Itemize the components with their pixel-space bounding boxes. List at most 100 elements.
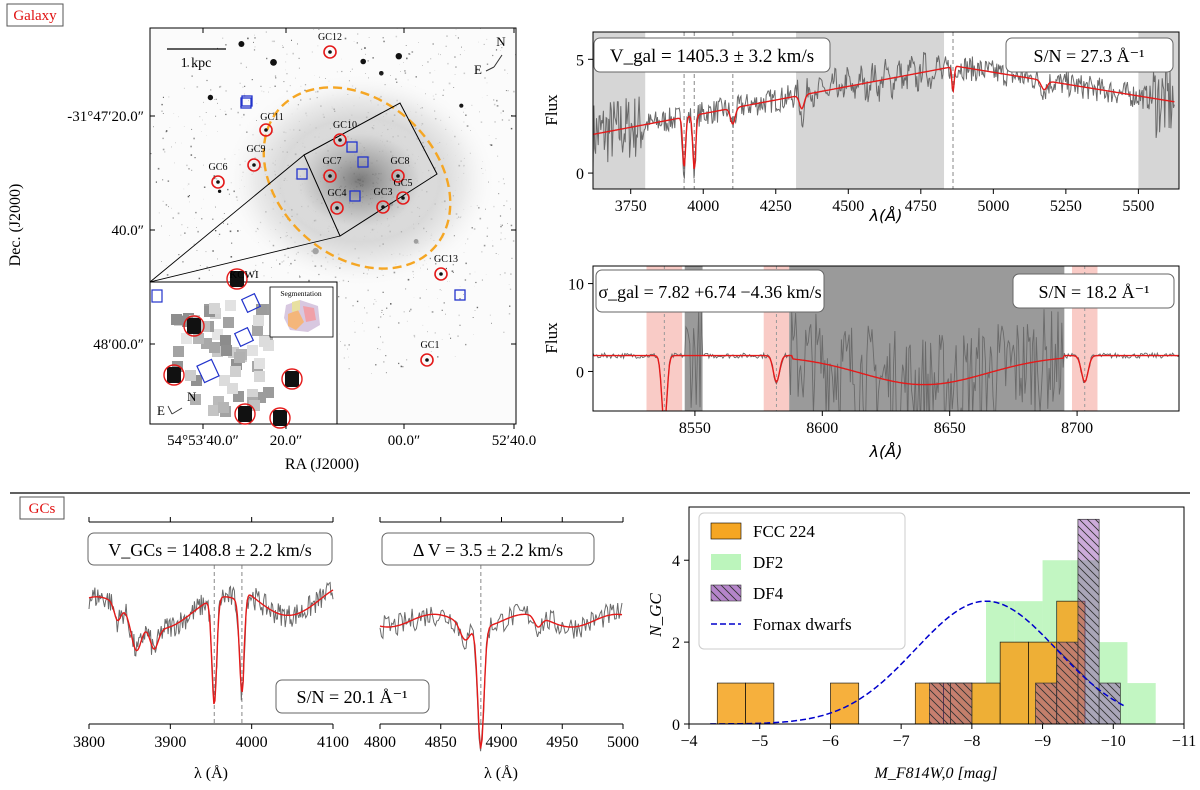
gc-marker [247, 158, 261, 172]
noise-speck [486, 235, 488, 237]
noise-speck [225, 44, 227, 46]
noise-speck [534, 229, 535, 230]
noise-speck [450, 337, 452, 339]
noise-speck [382, 341, 384, 344]
noise-speck [225, 113, 227, 116]
x-tick-label: 3750 [615, 198, 647, 215]
noise-speck [354, 321, 355, 322]
x-tick-label: 4250 [760, 198, 792, 215]
noise-speck [230, 108, 232, 110]
noise-speck [474, 285, 475, 287]
noise-speck [414, 22, 415, 23]
noise-speck [580, 154, 581, 155]
inset-gc-core [273, 410, 287, 426]
noise-speck [443, 302, 445, 304]
star [360, 58, 367, 65]
noise-speck [146, 166, 147, 167]
inset-blue-square [196, 358, 220, 384]
gc-core [264, 128, 268, 132]
noise-speck [206, 266, 208, 268]
gc-label: GC3 [374, 187, 393, 198]
noise-speck [318, 29, 320, 30]
noise-speck [307, 14, 308, 15]
sigma-annotation: σ_gal = 7.82 +6.74 −4.36 km/s [595, 269, 825, 313]
noise-speck [192, 66, 194, 68]
noise-speck [320, 26, 322, 28]
noise-speck [253, 41, 254, 43]
sigma-text: σ_gal = 7.82 +6.74 −4.36 km/s [598, 282, 821, 302]
noise-speck [261, 90, 263, 92]
noise-speck [432, 81, 434, 83]
gc-hbeta-model-line [379, 613, 623, 749]
noise-speck [364, 47, 366, 49]
x-tick-label: 5000 [977, 198, 1009, 215]
gc-core [425, 358, 429, 362]
noise-speck [189, 201, 190, 203]
df4-bar-hatch [1035, 682, 1058, 724]
x-tick-label: 4800 [364, 734, 396, 751]
noise-speck [344, 344, 346, 347]
x-tick-label: 4950 [546, 734, 578, 751]
noise-speck [229, 230, 232, 233]
noise-speck [196, 227, 197, 228]
image-y-tick-label: 48′00.0″ [93, 337, 144, 353]
noise-speck [486, 63, 489, 65]
noise-speck [445, 313, 446, 315]
noise-speck [313, 29, 315, 30]
noise-speck [486, 82, 488, 84]
noise-speck [219, 109, 221, 110]
noise-speck [345, 297, 347, 299]
noise-speck [210, 89, 212, 91]
noise-speck [194, 65, 196, 67]
gc-core [338, 138, 342, 142]
galaxy-tag-label: Galaxy [13, 8, 57, 24]
noise-speck [223, 222, 224, 224]
star [270, 59, 277, 66]
noise-speck [208, 269, 210, 271]
inset-pixel [254, 371, 265, 382]
noise-speck [434, 70, 436, 71]
noise-speck [219, 85, 222, 88]
noise-speck [375, 364, 377, 366]
noise-speck [213, 48, 215, 49]
noise-speck [506, 200, 508, 202]
noise-speck [430, 58, 432, 60]
noise-speck [193, 243, 195, 245]
inset-pixel [220, 335, 231, 346]
noise-speck [504, 238, 506, 240]
noise-speck [298, 67, 300, 69]
inset-gc-core [230, 271, 244, 287]
noise-speck [390, 303, 392, 305]
image-y-tick-label: 40.0″ [112, 223, 145, 239]
noise-speck [215, 115, 217, 117]
noise-speck [463, 72, 466, 75]
noise-speck [273, 40, 275, 43]
noise-speck [439, 289, 441, 291]
noise-speck [291, 9, 292, 10]
noise-speck [374, 299, 376, 300]
noise-speck [180, 234, 182, 236]
inset-pixel [247, 389, 258, 400]
inset-pixel [181, 333, 192, 344]
inset-pixel [191, 375, 202, 386]
noise-speck [415, 11, 416, 12]
noise-speck [454, 356, 456, 357]
gcs-tag-label: GCs [29, 501, 56, 517]
noise-speck [356, 300, 359, 303]
noise-speck [480, 121, 483, 123]
noise-speck [457, 25, 458, 26]
noise-speck [512, 240, 515, 242]
noise-speck [146, 238, 147, 239]
noise-speck [459, 54, 461, 56]
noise-speck [542, 213, 544, 215]
noise-speck [522, 69, 523, 70]
noise-speck [254, 269, 256, 271]
noise-speck [348, 344, 350, 346]
noise-speck [527, 77, 528, 78]
noise-speck [548, 280, 549, 281]
noise-speck [495, 253, 497, 254]
noise-speck [199, 265, 201, 266]
x-tick-label: 4000 [236, 734, 268, 751]
noise-speck [422, 324, 424, 326]
gc-marker [323, 45, 337, 59]
